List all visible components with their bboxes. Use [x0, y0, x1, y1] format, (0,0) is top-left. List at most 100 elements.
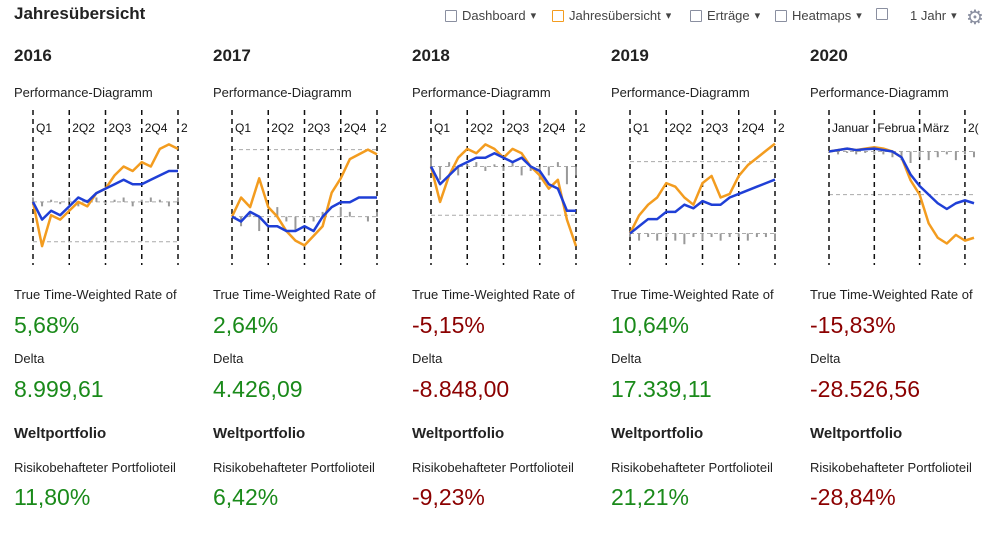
bar	[647, 233, 650, 238]
risk-label: Risikobehafteter Portfolioteil	[213, 460, 375, 475]
bar	[954, 151, 957, 161]
metric-value: 4.426,09	[213, 376, 303, 402]
bar	[692, 233, 695, 238]
bar	[973, 151, 975, 158]
toolbar-item[interactable]: Erträge ▾	[690, 8, 760, 23]
line-series	[828, 145, 975, 245]
bar	[32, 197, 34, 202]
risk-value: 11,80%	[14, 484, 91, 510]
bar	[68, 197, 71, 202]
bar	[448, 162, 451, 167]
period-label: 2Q4	[543, 121, 566, 135]
year-heading: 2017	[213, 46, 251, 65]
add-icon	[876, 8, 888, 20]
bar	[113, 199, 116, 202]
metric-label: True Time-Weighted Rate of	[611, 287, 774, 302]
bar	[846, 151, 849, 153]
bar	[873, 151, 876, 155]
period-label: 2Q3	[109, 121, 132, 135]
chart-title: Performance-Diagramm	[611, 85, 750, 100]
period-label: Q1	[633, 121, 649, 135]
period-label: 2(	[380, 121, 387, 135]
dropdown-arrow: ▾	[754, 10, 761, 22]
line-series	[230, 148, 378, 247]
bar	[511, 162, 514, 167]
bar	[864, 151, 867, 153]
mini-chart: Q1 2Q2 2Q3 2Q4 2(	[31, 110, 188, 265]
metric-label: Delta	[611, 351, 642, 366]
metric-label: Delta	[412, 351, 443, 366]
metric-label: True Time-Weighted Rate of	[213, 287, 376, 302]
bar	[312, 216, 315, 222]
toolbar-item[interactable]: Dashboard ▾	[445, 8, 536, 23]
line-series	[629, 178, 776, 235]
bar	[520, 166, 523, 176]
bar	[430, 157, 432, 167]
mini-chart: Q1 2Q2 2Q3 2Q4 2(	[429, 110, 586, 265]
bar	[565, 166, 568, 185]
period-label: 2Q4	[742, 121, 765, 135]
chart-title: Performance-Diagramm	[412, 85, 551, 100]
bar	[755, 233, 758, 238]
risk-value: 6,42%	[213, 484, 279, 510]
bar	[366, 216, 369, 222]
period-label: 1 Jahr	[910, 8, 947, 23]
bar	[484, 166, 487, 171]
section-heading: Weltportfolio	[213, 425, 306, 442]
period-label: 2(	[778, 121, 785, 135]
bar	[629, 233, 631, 238]
page-title: Jahresübersicht	[14, 4, 146, 23]
period-label: Q1	[434, 121, 450, 135]
bar	[683, 233, 686, 245]
period-label: 2Q2	[669, 121, 692, 135]
period-label: Q1	[36, 121, 52, 135]
metric-value: 5,68%	[14, 312, 80, 338]
bar	[258, 216, 261, 232]
bar	[837, 151, 840, 155]
period-label: 2Q2	[271, 121, 294, 135]
bar	[149, 197, 152, 202]
risk-value: -9,23%	[412, 484, 485, 510]
period-label: 2(	[181, 121, 188, 135]
bar	[936, 151, 939, 158]
section-heading: Weltportfolio	[611, 425, 704, 442]
toolbar-label: Dashboard	[462, 8, 526, 23]
bar	[475, 162, 478, 167]
bar	[575, 166, 577, 176]
bar	[674, 233, 677, 241]
line-series	[31, 169, 178, 221]
toolbar-item[interactable]: Heatmaps ▾	[775, 8, 862, 23]
risk-label: Risikobehafteter Portfolioteil	[810, 460, 972, 475]
settings-button[interactable]: ⚙	[966, 7, 984, 29]
bar	[737, 233, 740, 238]
toolbar-label: Heatmaps	[792, 8, 852, 23]
bar	[719, 233, 722, 241]
line-series	[429, 152, 576, 213]
risk-value: 21,21%	[611, 484, 690, 510]
bar	[321, 211, 324, 217]
period-select[interactable]: 1 Jahr ▾	[910, 8, 957, 23]
bar	[746, 233, 749, 241]
metric-label: Delta	[810, 351, 841, 366]
bar	[493, 164, 496, 167]
bar	[439, 166, 442, 180]
add-button[interactable]	[876, 8, 888, 20]
bar	[529, 166, 532, 171]
dropdown-arrow: ▾	[665, 10, 672, 22]
bar	[339, 207, 342, 217]
toolbar-item[interactable]: Jahresübersicht ▾	[552, 8, 671, 23]
chart-title: Performance-Diagramm	[810, 85, 949, 100]
year-heading: 2020	[810, 46, 848, 65]
metric-value: -15,83%	[810, 312, 896, 338]
period-label: 2Q2	[470, 121, 493, 135]
risk-label: Risikobehafteter Portfolioteil	[611, 460, 773, 475]
bar	[167, 201, 170, 207]
bar	[927, 151, 930, 161]
period-label: 2(	[579, 121, 586, 135]
period-label: 2Q3	[507, 121, 530, 135]
bar	[131, 201, 134, 207]
metric-label: True Time-Weighted Rate of	[14, 287, 177, 302]
toolbar-icon	[445, 9, 457, 22]
bar	[656, 233, 659, 241]
